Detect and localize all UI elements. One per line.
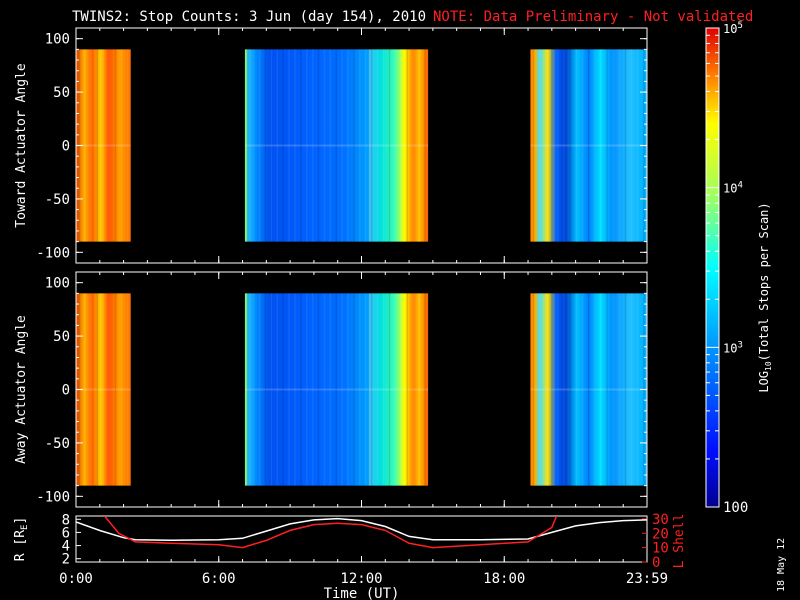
- x-tick-label: 0:00: [59, 571, 93, 587]
- colorbar-label: LOG10(Total Stops per Scan): [757, 202, 773, 392]
- x-tick-label: 23:59: [626, 571, 668, 587]
- y-tick-label: 100: [45, 276, 70, 292]
- y-tick-label: -50: [45, 192, 70, 208]
- x-tick-label: 12:00: [340, 571, 382, 587]
- y-tick-label: -100: [36, 489, 70, 505]
- y-left-label-end: ]: [13, 517, 28, 525]
- y-tick-label: 50: [53, 329, 70, 345]
- chart-title: TWINS2: Stop Counts: 3 Jun (day 154), 20…: [72, 9, 426, 25]
- y-tick-label: 0: [62, 139, 70, 155]
- y-right-tick-label: 20: [652, 526, 669, 542]
- y-tick-label: -100: [36, 245, 70, 261]
- x-tick-label: 18:00: [483, 571, 525, 587]
- heatmap-segment: [76, 293, 131, 486]
- side-date: 18 May 12: [776, 538, 787, 592]
- tick-exponent: 4: [737, 181, 742, 191]
- tick-base: 10: [723, 182, 737, 196]
- y-right-axis-label: L Shell: [672, 514, 687, 569]
- colorbar-tick-label: 104: [723, 181, 743, 196]
- colorbar-tick-label: 100: [723, 500, 748, 516]
- y-axis-label: Away Actuator Angle: [14, 315, 29, 464]
- plot-frame: [75, 515, 648, 563]
- y-left-tick-label: 4: [62, 539, 70, 555]
- y-right-tick-label: 10: [652, 541, 669, 557]
- y-left-label-main: R [R: [13, 530, 28, 561]
- colorbar-tick-label: 105: [723, 21, 743, 36]
- heatmap-segment: [368, 293, 429, 486]
- tick-exponent: 5: [737, 21, 742, 31]
- colorbar-gradient: [705, 27, 720, 508]
- y-axis-label: Toward Actuator Angle: [14, 63, 29, 228]
- toward-actuator-panel: 100 50 0 -50 -100 Toward Actuator Angle: [14, 27, 648, 264]
- y-right-tick-label: 0: [652, 555, 660, 571]
- y-left-tick-label: 6: [62, 525, 70, 541]
- colorbar-label-rest: (Total Stops per Scan): [757, 202, 771, 361]
- tick-base: 10: [723, 22, 737, 36]
- heatmap-segment: [244, 49, 369, 242]
- x-tick-label: 6:00: [202, 571, 236, 587]
- heatmap-segment: [530, 49, 647, 242]
- heatmap-segment: [368, 49, 429, 242]
- away-actuator-panel: 100 50 0 -50 -100 Away Actuator Angle: [14, 271, 648, 508]
- preliminary-note: NOTE: Data Preliminary - Not validated: [433, 9, 753, 25]
- y-left-tick-label: 8: [62, 512, 70, 528]
- x-axis-label: Time (UT): [324, 586, 400, 600]
- radius-line: [76, 517, 647, 542]
- y-right-tick-label: 30: [652, 512, 669, 528]
- heatmap-segment: [530, 293, 647, 486]
- y-left-label-sub: E: [20, 525, 30, 530]
- y-tick-label: 100: [45, 32, 70, 48]
- y-left-axis-label: R [RE]: [13, 517, 30, 562]
- y-left-tick-label: 2: [62, 552, 70, 568]
- colorbar-label-sub: 10: [764, 361, 773, 371]
- colorbar-label-main: LOG: [757, 371, 771, 393]
- y-tick-label: 50: [53, 85, 70, 101]
- y-tick-label: 0: [62, 383, 70, 399]
- tick-exponent: 3: [737, 340, 742, 350]
- y-tick-label: -50: [45, 436, 70, 452]
- heatmap-segment: [76, 49, 131, 242]
- l-shell-line: [103, 516, 558, 549]
- colorbar-tick-label: 103: [723, 340, 743, 355]
- heatmap-segment: [244, 293, 369, 486]
- tick-base: 10: [723, 341, 737, 355]
